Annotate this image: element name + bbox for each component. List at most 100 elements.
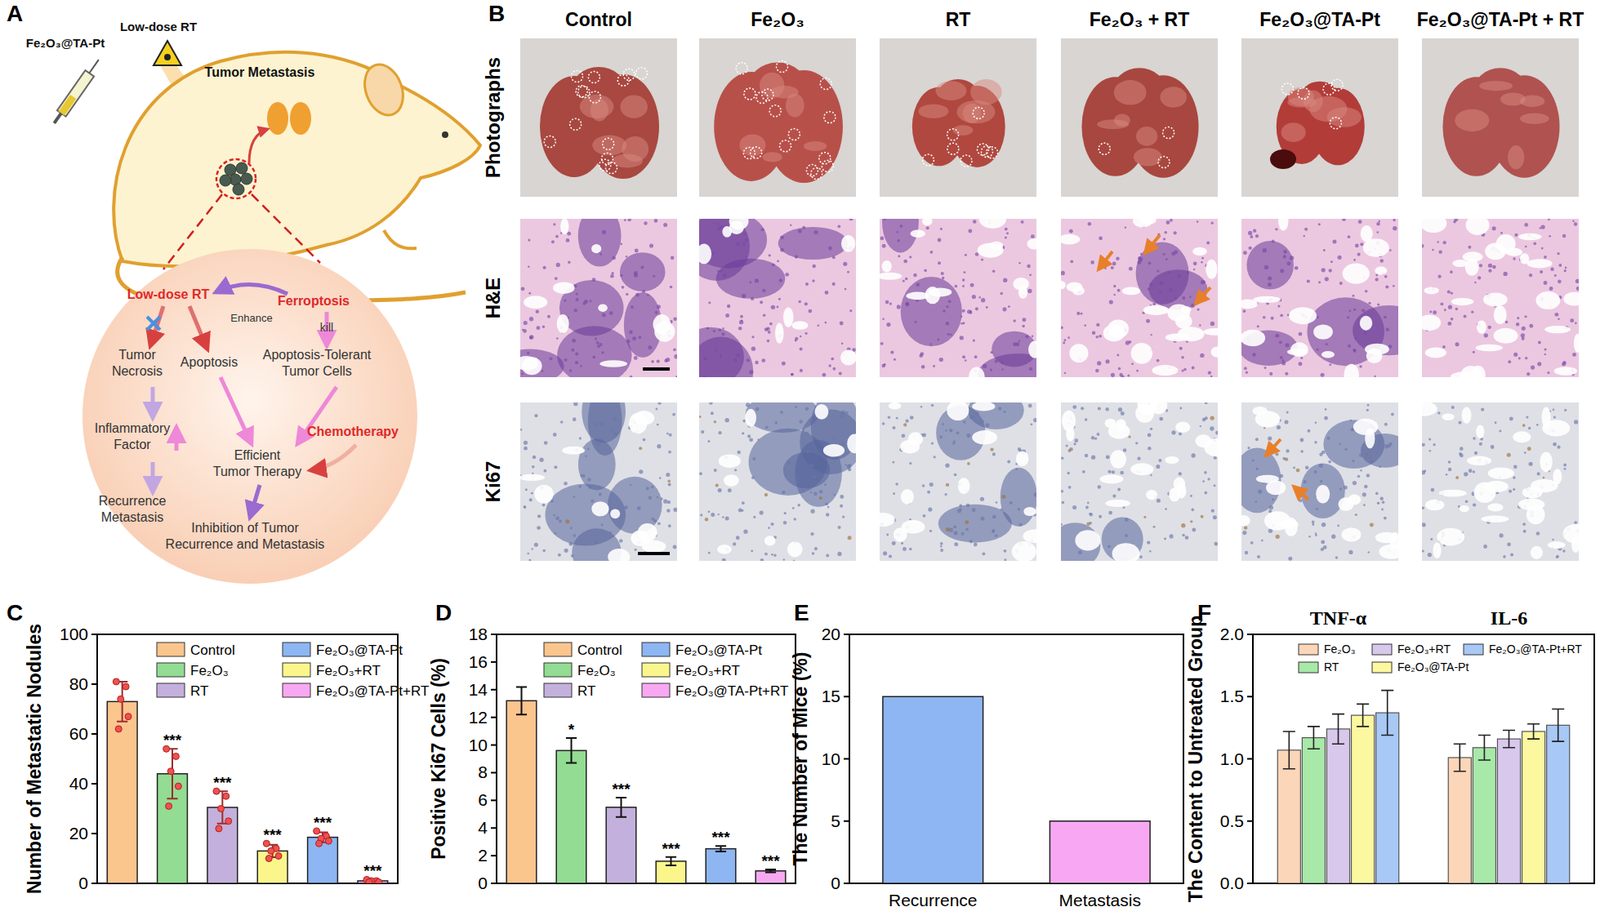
alveolus: [1105, 499, 1130, 508]
cell-dot: [929, 343, 932, 345]
cell-dot: [920, 405, 923, 408]
cell-dot: [905, 303, 910, 308]
cell-dot: [1282, 359, 1285, 362]
cell-dot: [611, 271, 615, 275]
cell-dot: [989, 368, 993, 371]
cell-dot: [811, 264, 816, 268]
alveolus: [922, 218, 933, 226]
cell-dot: [1477, 276, 1481, 280]
lung-highlight: [962, 103, 982, 124]
axes: 024681012141618Positive Ki67 Cells (%): [427, 624, 796, 893]
node-label: Fe₂O₃@TA-Pt: [26, 35, 105, 50]
arrow: [215, 284, 288, 295]
cell-dot: [1302, 480, 1306, 484]
nodule-mark: [811, 168, 823, 180]
nodule-mark: [1323, 83, 1335, 95]
cell-dot: [739, 315, 744, 319]
cell-dot: [1548, 235, 1551, 238]
cell-dot: [769, 322, 773, 326]
cell-dot: [703, 356, 708, 362]
cell-dot: [1001, 368, 1004, 371]
alveolus: [775, 322, 784, 344]
alveolus: [1360, 225, 1373, 242]
cell-dot: [1252, 459, 1255, 463]
nodule-mark: [578, 86, 590, 99]
cell-dot: [659, 476, 662, 480]
cell-dot: [1091, 436, 1095, 440]
cell-dot: [1156, 359, 1160, 363]
cell-dot: [1198, 324, 1201, 326]
cell-dot: [1143, 516, 1146, 519]
cell-dot: [1247, 246, 1252, 250]
pointer-arrow: [1195, 287, 1211, 304]
y-tick-label: 12: [468, 708, 488, 727]
cell-dot: [1300, 450, 1304, 454]
cell-dot: [726, 304, 731, 308]
cell-dot: [1305, 465, 1310, 470]
cell-dot: [746, 358, 750, 362]
cell-dot: [1514, 233, 1518, 237]
cell-dot: [1553, 415, 1556, 419]
alveolus: [1105, 418, 1117, 429]
cell-dot: [759, 510, 764, 515]
alveolus: [1353, 418, 1378, 436]
column-header: Fe₂O₃@TA-Pt + RT: [1417, 8, 1585, 31]
cell-dot: [1518, 356, 1521, 360]
cell-dot: [543, 469, 547, 473]
cell-dot: [1080, 406, 1084, 411]
cell-dot: [664, 358, 668, 362]
cell-dot: [1479, 442, 1483, 446]
data-point: [225, 818, 232, 825]
cell-dot: [972, 219, 977, 224]
cell-dot: [1308, 535, 1311, 539]
cell-dot: [587, 448, 590, 451]
cell-dot: [887, 415, 892, 419]
cell-dot: [1430, 538, 1433, 541]
cell-dot: [969, 415, 974, 420]
cell-dot: [587, 477, 592, 482]
cell-dot: [903, 259, 908, 264]
cell-dot: [527, 265, 530, 268]
cell-dot: [703, 374, 706, 378]
cell-dot: [574, 352, 579, 356]
cell-dot: [556, 262, 561, 268]
significance: *: [568, 721, 575, 739]
cell-dot: [1438, 275, 1442, 279]
cell-dot: [1492, 265, 1497, 270]
image-tile: [520, 38, 678, 197]
cell-dot: [1318, 280, 1321, 284]
alveolus: [1374, 267, 1387, 276]
cell-dot: [792, 507, 795, 510]
cell-dot: [1558, 263, 1562, 268]
error-bar: [1527, 724, 1540, 740]
cell-dot: [940, 548, 944, 553]
cell-dot: [947, 333, 950, 336]
cell-dot: [1267, 276, 1272, 281]
error-bar: [765, 869, 776, 873]
cell-dot: [1536, 423, 1539, 427]
cell-dot: [799, 347, 803, 351]
cell-dot: [1447, 289, 1451, 294]
cell-dot: [795, 481, 799, 485]
cell-dot: [1447, 321, 1452, 326]
cell-dot: [1563, 463, 1567, 468]
node-label: Ferroptosis: [277, 294, 350, 308]
y-tick-label: 10: [821, 749, 841, 769]
cell-dot: [717, 226, 722, 231]
cell-dot: [1315, 348, 1319, 352]
axes: 020406080100Number of Metastatic Nodules: [23, 623, 398, 895]
y-tick-label: 0.5: [1220, 811, 1244, 831]
panel-label: E: [793, 600, 810, 626]
cell-dot: [1119, 471, 1124, 476]
cell-dot: [626, 339, 631, 344]
node-label: Recurrence: [98, 494, 167, 509]
cell-dot: [530, 492, 534, 495]
cell-dot: [1347, 235, 1351, 239]
cell-dot: [895, 231, 898, 233]
cell-dot: [1209, 426, 1214, 431]
cell-dot: [628, 330, 633, 335]
y-tick-label: 0: [830, 873, 841, 893]
cell-dot: [776, 306, 780, 309]
alveolus: [1475, 344, 1503, 353]
y-tick: [1247, 695, 1253, 698]
